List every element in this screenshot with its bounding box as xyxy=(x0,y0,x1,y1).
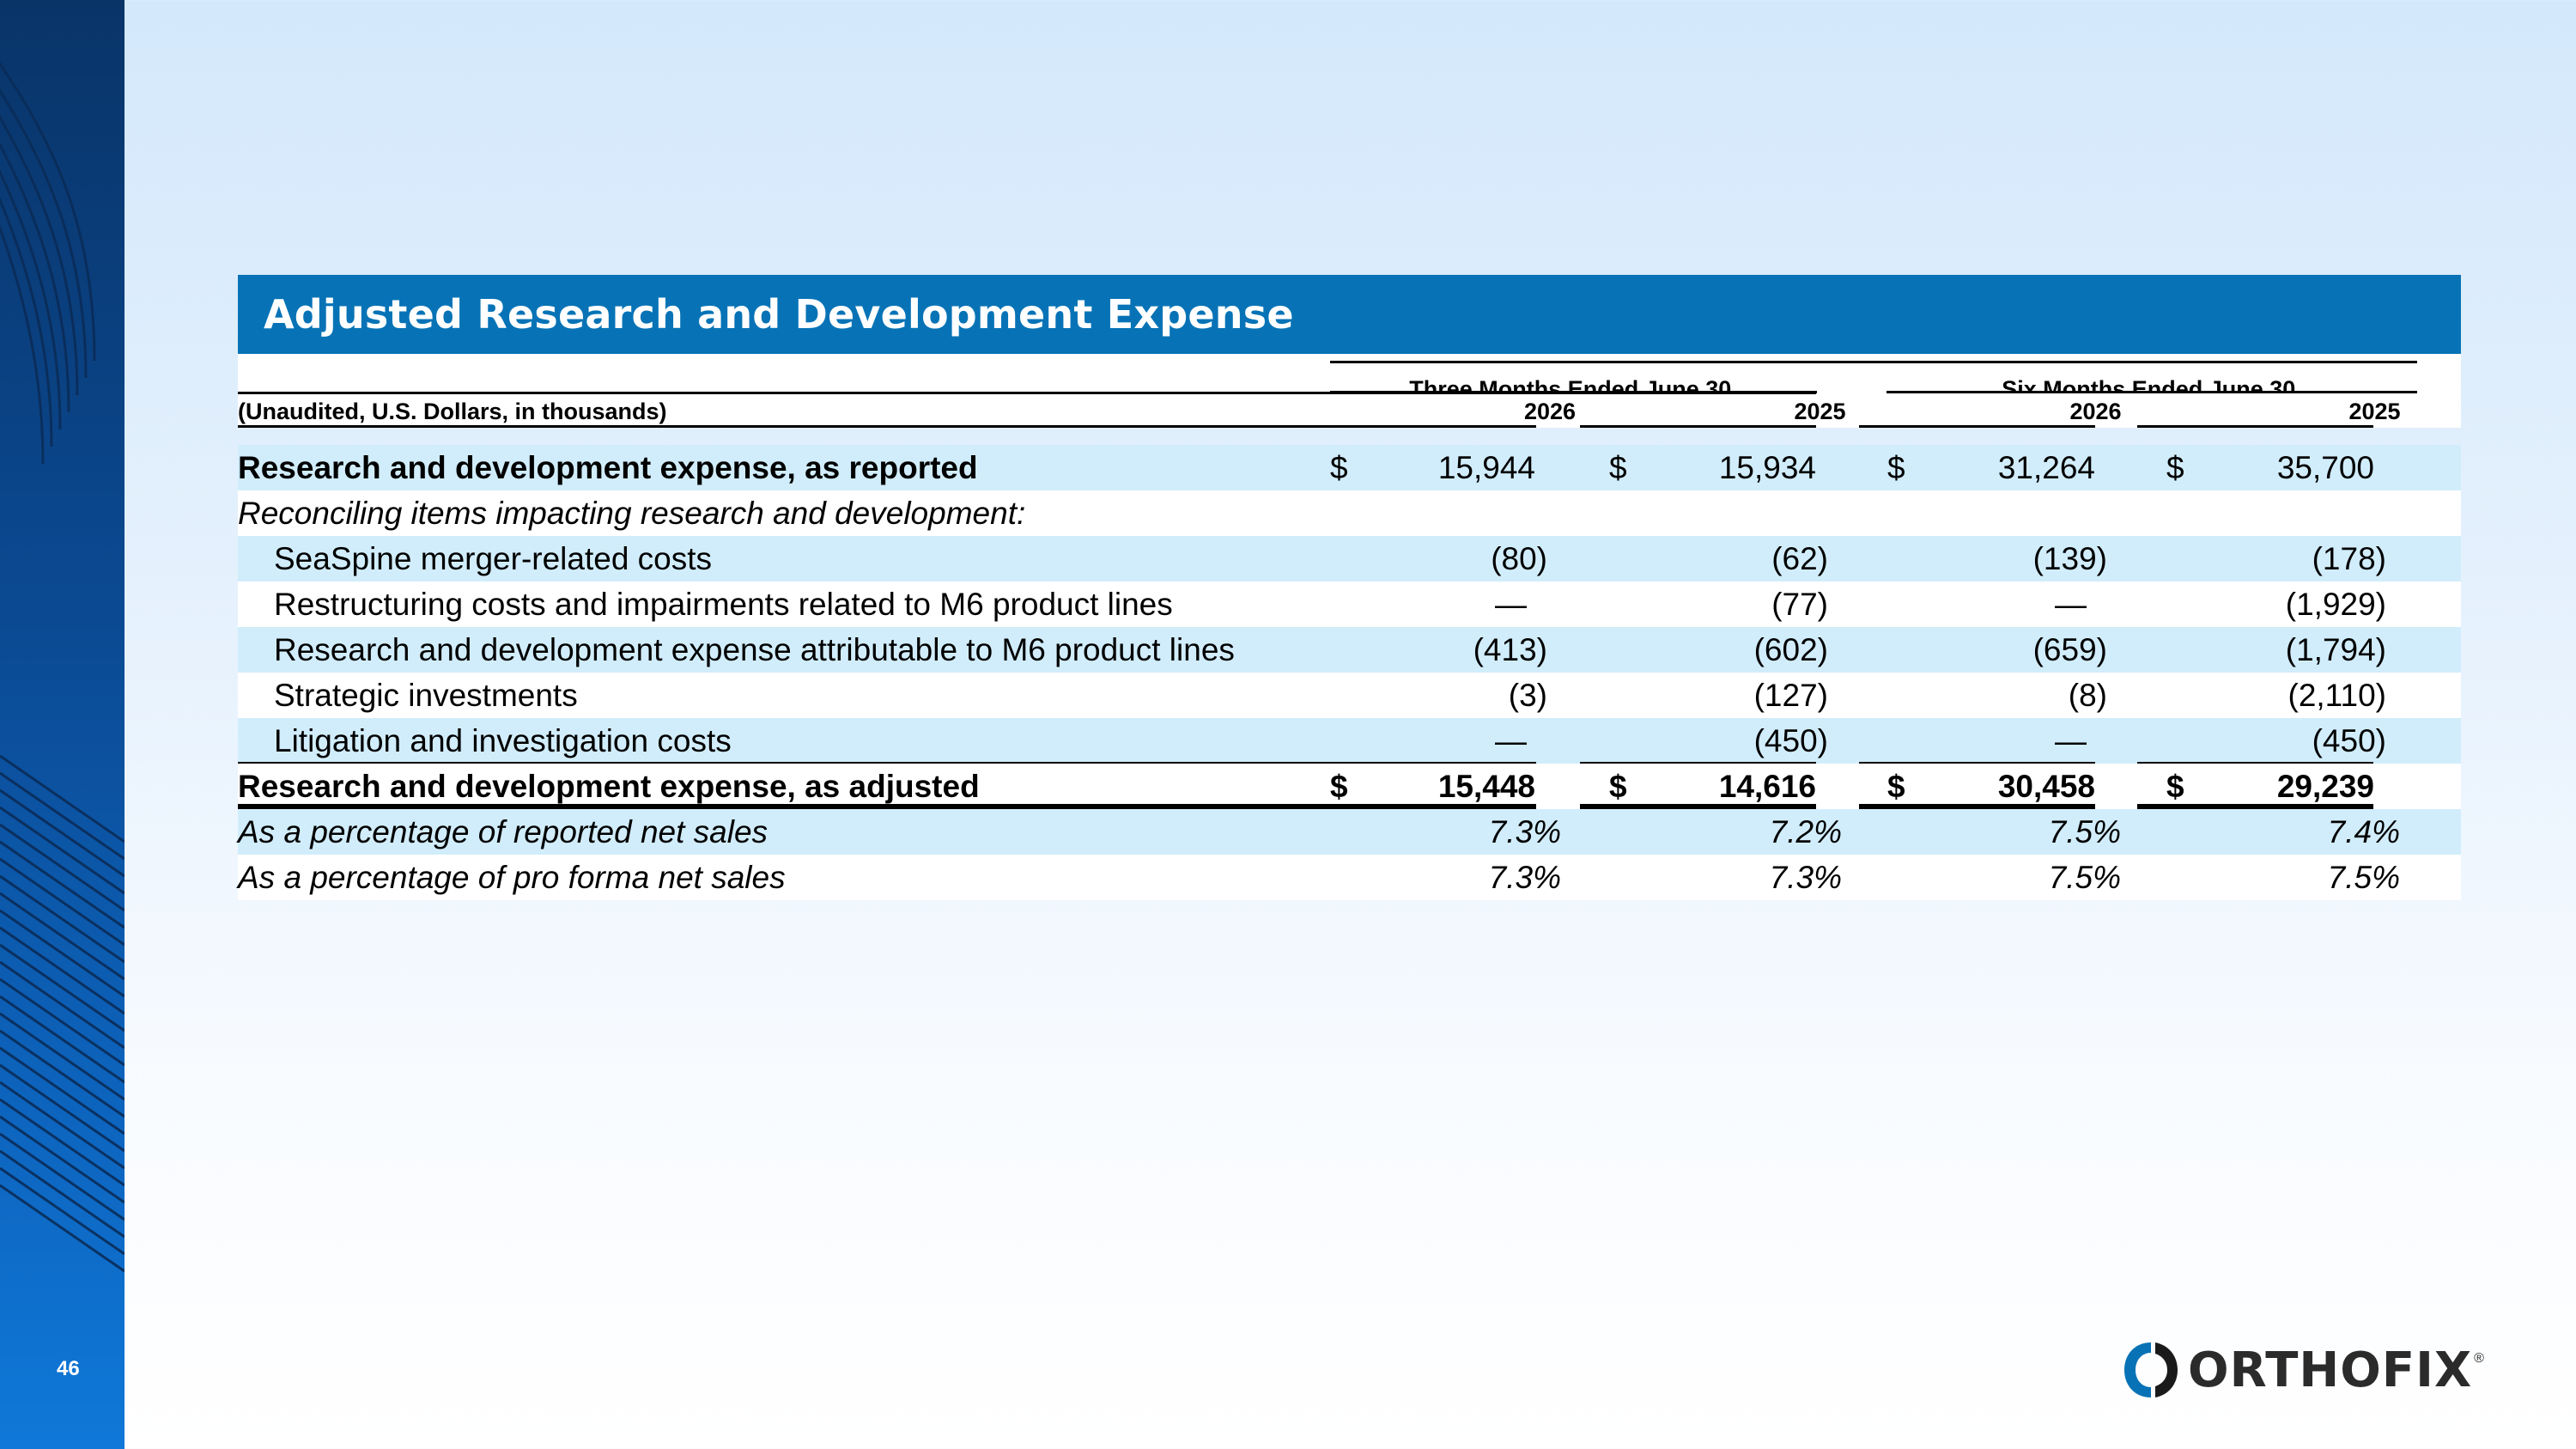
row-label: As a percentage of pro forma net sales xyxy=(238,860,786,895)
row-label: Research and development expense attribu… xyxy=(274,632,1235,667)
cell-value: 35,700 xyxy=(2276,450,2374,485)
cell-value: (127) xyxy=(1753,678,1828,713)
stripe-pattern xyxy=(0,61,125,1273)
cell-value: — xyxy=(1495,723,1527,758)
cell-value: 30,458 xyxy=(1997,769,2095,804)
cell-value: 14,616 xyxy=(1718,769,1816,804)
currency-symbol: $ xyxy=(2166,450,2184,485)
table-row: As a percentage of reported net sales 7.3… xyxy=(238,809,2461,855)
cell-value: — xyxy=(1495,587,1527,622)
currency-symbol: $ xyxy=(1609,450,1627,485)
subtotal-rule xyxy=(238,762,1536,764)
row-label: As a percentage of reported net sales xyxy=(238,814,769,849)
cell-value: 7.3% xyxy=(1488,860,1561,895)
cell-value: (1,794) xyxy=(2285,632,2386,667)
period-rule-three xyxy=(1330,361,1817,363)
year-col-1: 2026 xyxy=(1523,399,1577,424)
cell-value: (602) xyxy=(1753,632,1828,667)
orthofix-logo: ORTHOFIX ® xyxy=(2121,1336,2524,1404)
cell-value: (178) xyxy=(2312,541,2386,576)
currency-symbol: $ xyxy=(2166,769,2184,804)
total-double-rule xyxy=(2137,804,2373,809)
currency-symbol: $ xyxy=(1330,769,1348,804)
currency-symbol: $ xyxy=(1330,450,1348,485)
brand-wordmark: ORTHOFIX xyxy=(2188,1342,2473,1398)
cell-value: 29,239 xyxy=(2276,769,2374,804)
subtotal-rule xyxy=(1859,762,2095,764)
title-bar: Adjusted Research and Development Expens… xyxy=(238,275,2461,354)
cell-value xyxy=(1820,490,2095,536)
header-bottom-rule xyxy=(238,425,1536,428)
period-rule-six xyxy=(1886,361,2417,363)
currency-symbol: $ xyxy=(1609,769,1627,804)
table-row: Restructuring costs and impairments rela… xyxy=(238,581,2461,627)
cell-value: 7.5% xyxy=(2048,814,2121,849)
cell-value: (139) xyxy=(2032,541,2107,576)
table-row: Research and development expense attribu… xyxy=(238,627,2461,673)
cell-value: (2,110) xyxy=(2287,678,2387,713)
cell-value: 7.5% xyxy=(2048,860,2121,895)
registered-mark: ® xyxy=(2474,1351,2484,1366)
page-number: 46 xyxy=(57,1357,80,1380)
cell-value: (3) xyxy=(1508,678,1547,713)
total-double-rule xyxy=(1580,804,1816,809)
cell-value: 31,264 xyxy=(1997,450,2095,485)
cell-value xyxy=(2099,490,2374,536)
cell-value: (8) xyxy=(2068,678,2107,713)
row-label: Research and development expense, as adj… xyxy=(238,769,980,804)
cell-value: 7.4% xyxy=(2327,814,2400,849)
cell-value: (62) xyxy=(1771,541,1828,576)
cell-value: (450) xyxy=(1753,723,1828,758)
currency-symbol: $ xyxy=(1887,769,1905,804)
year-col-4: 2025 xyxy=(2348,399,2401,424)
table-row: As a percentage of pro forma net sales 7.… xyxy=(238,855,2461,900)
cell-value: 15,448 xyxy=(1437,769,1535,804)
row-label: SeaSpine merger-related costs xyxy=(274,541,713,576)
row-label: Reconciling items impacting research and… xyxy=(238,496,1026,531)
table-row: Reconciling items impacting research and… xyxy=(238,490,2461,536)
financial-table: Three Months Ended June 30, Six Months E… xyxy=(238,354,2461,900)
slide-title: Adjusted Research and Development Expens… xyxy=(264,291,1294,338)
cell-value: (413) xyxy=(1473,632,1547,667)
cell-value xyxy=(1261,490,1535,536)
cell-value: (1,929) xyxy=(2285,587,2386,622)
cell-value: — xyxy=(2055,723,2087,758)
side-decorative-strip: 46 xyxy=(0,0,125,1449)
cell-value: 15,934 xyxy=(1718,450,1816,485)
table-row: Research and development expense, as rep… xyxy=(238,445,2461,490)
subtotal-rule xyxy=(1580,762,1816,764)
table-row: Research and development expense, as adj… xyxy=(238,764,2461,809)
currency-symbol: $ xyxy=(1887,450,1905,485)
cell-value xyxy=(1541,490,1816,536)
cell-value: — xyxy=(2055,587,2087,622)
table-row: Strategic investments (3) (127) (8) (2,110) xyxy=(238,673,2461,718)
table-row: SeaSpine merger-related costs (80) (62) (13… xyxy=(238,536,2461,581)
cell-value: 7.5% xyxy=(2327,860,2400,895)
table-row: Litigation and investigation costs — (450)… xyxy=(238,718,2461,764)
units-top-rule xyxy=(238,392,1816,394)
units-label: (Unaudited, U.S. Dollars, in thousands) xyxy=(238,399,667,424)
table-header-years: (Unaudited, U.S. Dollars, in thousands) … xyxy=(238,392,2461,428)
year-col-2: 2025 xyxy=(1794,399,1846,424)
cell-value: 7.3% xyxy=(1769,860,1842,895)
total-double-rule xyxy=(238,804,1536,809)
row-label: Research and development expense, as rep… xyxy=(238,450,978,485)
row-label: Restructuring costs and impairments rela… xyxy=(274,587,1173,622)
table-header-periods: Three Months Ended June 30, Six Months E… xyxy=(238,354,2461,402)
subtotal-rule xyxy=(2137,762,2373,764)
year-col-3: 2026 xyxy=(2069,399,2122,424)
row-label: Strategic investments xyxy=(274,678,578,713)
cell-value: (450) xyxy=(2312,723,2386,758)
cell-value: 7.3% xyxy=(1488,814,1561,849)
cell-value: 7.2% xyxy=(1769,814,1842,849)
cell-value: (77) xyxy=(1771,587,1828,622)
row-label: Litigation and investigation costs xyxy=(274,723,732,758)
cell-value: (80) xyxy=(1491,541,1547,576)
cell-value: 15,944 xyxy=(1437,450,1535,485)
cell-value: (659) xyxy=(2032,632,2107,667)
total-double-rule xyxy=(1859,804,2095,809)
orthofix-mark-icon xyxy=(2124,1342,2178,1397)
